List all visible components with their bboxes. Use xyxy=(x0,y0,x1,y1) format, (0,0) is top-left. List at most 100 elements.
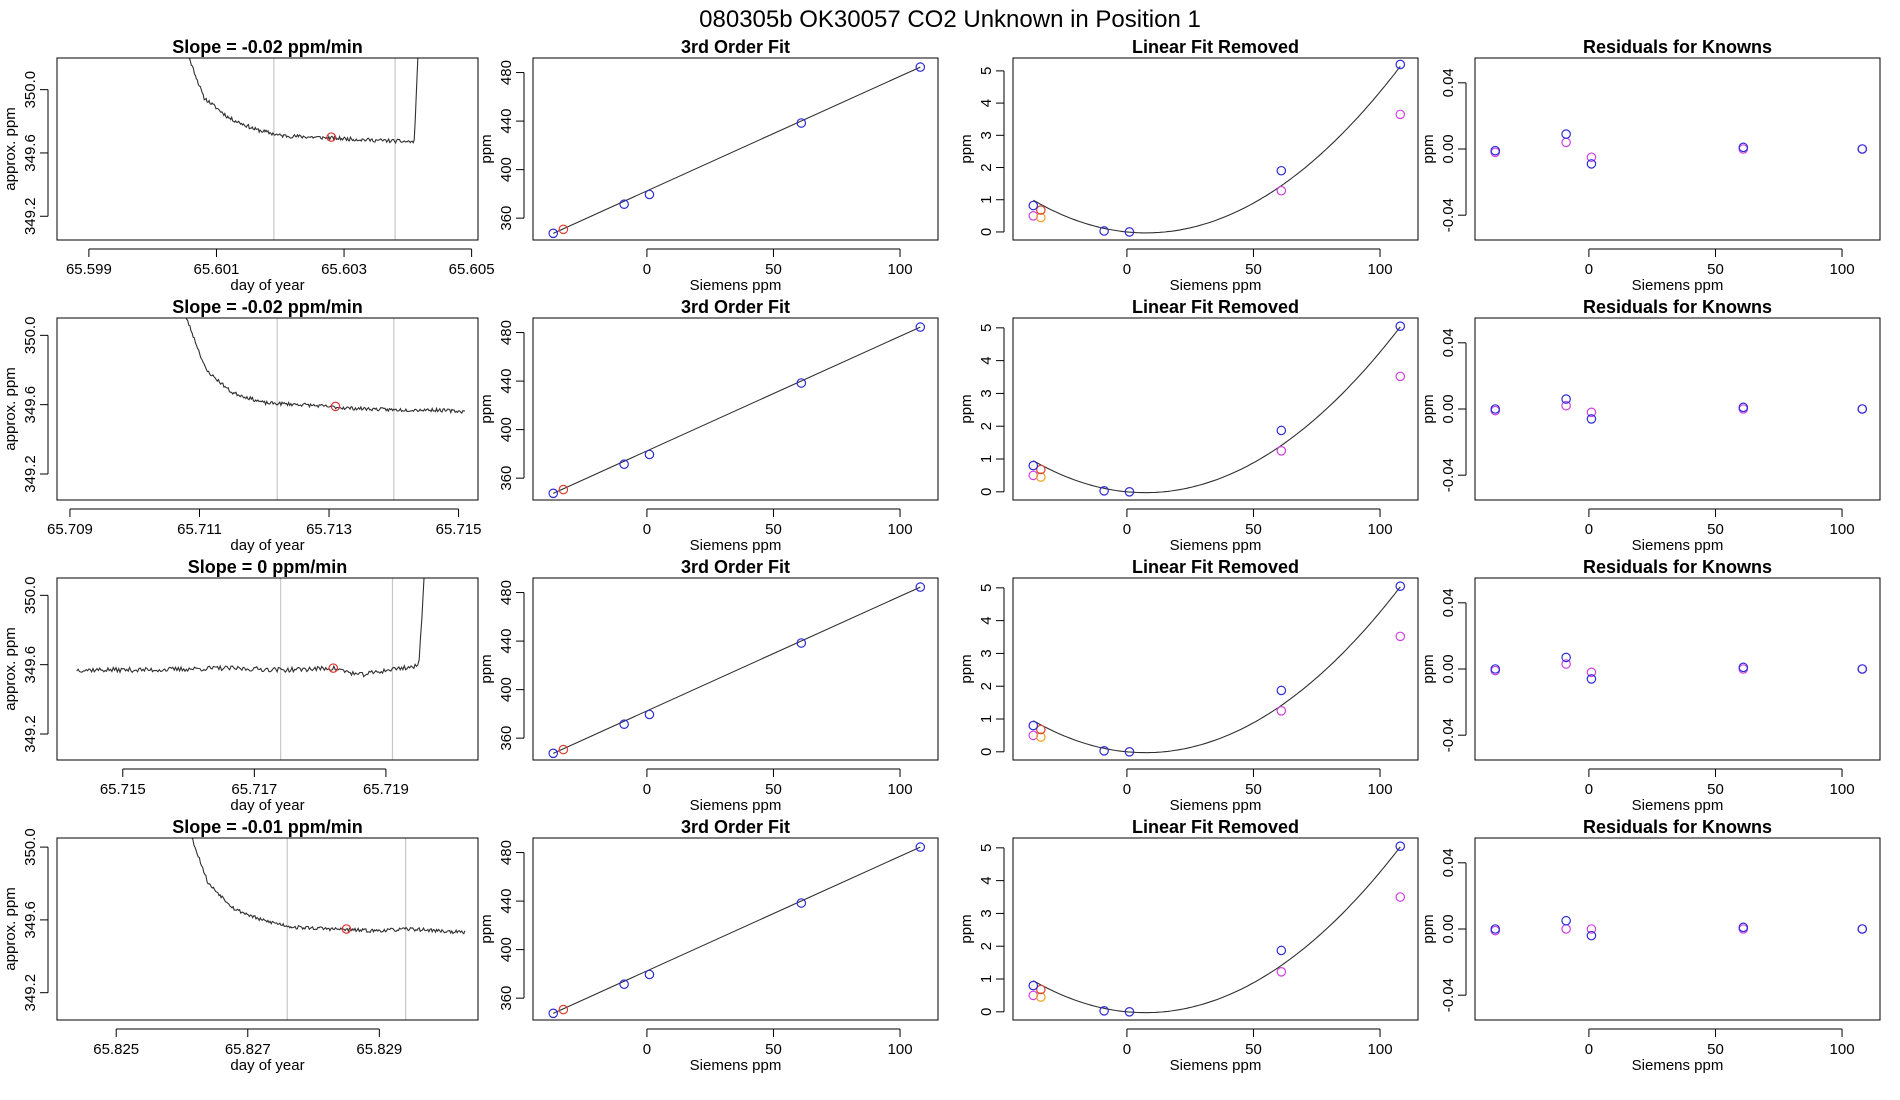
x-tick-label: 0 xyxy=(643,261,651,278)
plot-area xyxy=(1028,841,1406,1017)
y-axis-label: ppm xyxy=(958,914,975,943)
reference-residual-point xyxy=(1738,402,1749,413)
plot-area xyxy=(188,58,419,240)
plot-frame xyxy=(532,837,939,1021)
y-tick-label: 349.2 xyxy=(22,715,39,753)
plot-area xyxy=(1028,581,1406,757)
x-tick-label: 65.829 xyxy=(356,1041,402,1058)
y-tick-label: 2 xyxy=(978,422,995,430)
x-tick-label: 0 xyxy=(1123,521,1131,538)
plot-area xyxy=(548,842,926,1019)
plot-frame xyxy=(1012,317,1419,501)
measured-residual-point xyxy=(1561,924,1571,934)
measured-residual-point xyxy=(1586,667,1597,678)
y-tick-label: -0.04 xyxy=(1440,718,1457,752)
x-tick-label: 65.717 xyxy=(231,781,277,798)
panel-trace-row-1: Slope = -0.02 ppm/min 65.599 65.601 65.603 6… xyxy=(2,37,495,294)
y-tick-label: 5 xyxy=(978,584,995,592)
x-tick-label: 100 xyxy=(888,781,913,798)
x-tick-label: 50 xyxy=(1245,781,1262,798)
reference-residual-point xyxy=(1857,664,1868,674)
panel-title: Linear Fit Removed xyxy=(1132,297,1299,317)
plot-area xyxy=(1490,652,1868,684)
x-tick-label: 100 xyxy=(1830,1041,1855,1058)
reference-point xyxy=(619,459,629,470)
reference-point xyxy=(1124,1007,1135,1017)
y-tick-label: 360 xyxy=(498,726,515,751)
trace-mean-marker xyxy=(341,924,352,934)
measured-residual-point xyxy=(1561,137,1571,148)
reference-residual-point xyxy=(1490,664,1501,674)
reference-residual-point xyxy=(1857,144,1868,154)
y-axis-label: approx. ppm xyxy=(2,887,19,970)
y-tick-label: 440 xyxy=(498,889,515,914)
panel-title: Residuals for Knowns xyxy=(1583,817,1772,837)
y-tick-label: 0 xyxy=(978,228,995,236)
reference-residual-point xyxy=(1586,414,1597,424)
reference-point xyxy=(1124,487,1135,497)
reference-point xyxy=(1276,685,1287,696)
trace-line xyxy=(76,578,425,678)
unknown-point xyxy=(1036,984,1046,995)
y-tick-label: 4 xyxy=(978,616,995,624)
y-tick-label: 4 xyxy=(978,876,995,884)
reference-residual-point xyxy=(1586,674,1597,684)
x-tick-label: 50 xyxy=(1707,521,1724,538)
reference-point xyxy=(1099,486,1109,496)
plot-area xyxy=(1490,915,1868,941)
reference-point xyxy=(796,378,807,388)
y-tick-label: 0.00 xyxy=(1440,134,1457,163)
x-tick-label: 0 xyxy=(643,521,651,538)
panel-title: Linear Fit Removed xyxy=(1132,817,1299,837)
x-axis-label: Siemens ppm xyxy=(1170,797,1262,814)
fit-line xyxy=(553,326,921,494)
y-tick-label: 350.0 xyxy=(22,577,39,615)
y-tick-label: 0.04 xyxy=(1440,68,1457,97)
x-tick-label: 50 xyxy=(1245,521,1262,538)
x-axis-label: day of year xyxy=(230,797,304,814)
y-tick-label: 350.0 xyxy=(22,317,39,355)
plot-area xyxy=(548,322,926,499)
y-tick-label: 349.6 xyxy=(22,901,39,939)
panel-title: 3rd Order Fit xyxy=(681,817,790,837)
plot-frame xyxy=(1474,317,1881,501)
y-tick-label: 1 xyxy=(978,715,995,723)
x-axis-label: Siemens ppm xyxy=(1170,277,1262,294)
y-tick-label: -0.04 xyxy=(1440,978,1457,1012)
reference-point xyxy=(915,62,926,72)
y-tick-label: 349.6 xyxy=(22,386,39,424)
x-axis-label: Siemens ppm xyxy=(690,797,782,814)
y-axis-label: ppm xyxy=(1420,914,1437,943)
x-tick-label: 100 xyxy=(888,261,913,278)
x-tick-label: 0 xyxy=(1585,521,1593,538)
x-tick-label: 100 xyxy=(1830,261,1855,278)
panel-linear-removed-row-2: Linear Fit Removed 0 50 100 Siemens ppm 0 1 2 3 4… xyxy=(958,297,1419,554)
y-axis-label: ppm xyxy=(478,914,495,943)
y-axis-label: ppm xyxy=(958,654,975,683)
plot-frame xyxy=(1012,837,1419,1021)
y-tick-label: 400 xyxy=(498,937,515,962)
y-axis-label: ppm xyxy=(1420,394,1437,423)
x-axis-label: day of year xyxy=(230,277,304,294)
reference-point xyxy=(1099,746,1109,756)
fit-curve xyxy=(1033,586,1401,754)
panel-trace-row-4: Slope = -0.01 ppm/min 65.825 65.827 65.829 d… xyxy=(2,817,479,1074)
measured-point xyxy=(1276,185,1287,196)
y-tick-label: 1 xyxy=(978,455,995,463)
trace-mean-marker xyxy=(328,663,339,673)
reference-point xyxy=(619,199,629,210)
y-axis-label: ppm xyxy=(1420,134,1437,163)
x-tick-label: 100 xyxy=(1368,261,1393,278)
x-tick-label: 50 xyxy=(765,1041,782,1058)
panel-trace-row-2: Slope = -0.02 ppm/min 65.709 65.711 65.713 6… xyxy=(2,297,482,554)
panel-title: 3rd Order Fit xyxy=(681,557,790,577)
y-axis-label: approx. ppm xyxy=(2,627,19,710)
x-tick-label: 50 xyxy=(1245,261,1262,278)
y-tick-label: 0.00 xyxy=(1440,394,1457,423)
x-axis-label: Siemens ppm xyxy=(690,277,782,294)
x-tick-label: 100 xyxy=(888,1041,913,1058)
reference-residual-point xyxy=(1561,915,1571,926)
x-tick-label: 0 xyxy=(1123,1041,1131,1058)
y-tick-label: 349.6 xyxy=(22,646,39,684)
